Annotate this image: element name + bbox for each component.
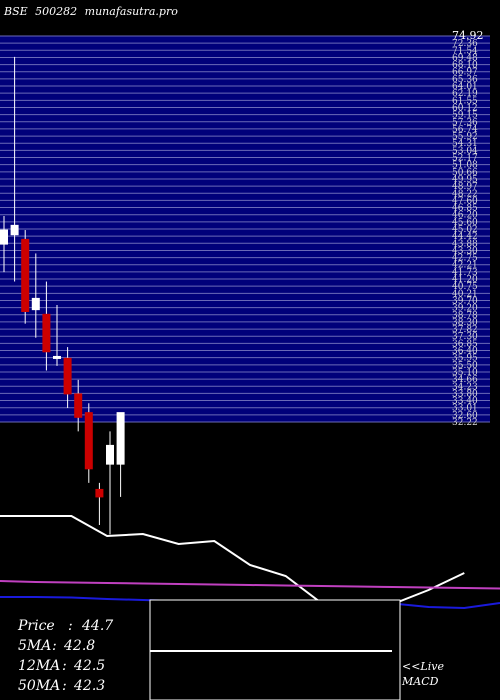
ma50-value: 42.3 — [73, 678, 105, 694]
exchange-label: BSE — [3, 5, 28, 18]
candlestick-series — [0, 56, 125, 535]
ma5-sep: : — [52, 638, 57, 654]
price-tick-label: 33.01 — [452, 404, 478, 414]
candle-body — [63, 357, 72, 395]
price-tick-label: 45.60 — [452, 218, 478, 228]
ma50-row: 50MA : 42.3 — [18, 678, 105, 694]
macd-label: MACD — [401, 675, 439, 688]
price-tick-label: 72.36 — [452, 39, 478, 49]
price-tick-label: 38.30 — [452, 318, 478, 328]
live-label: <<Live — [402, 660, 444, 673]
price-tick-label: 61.55 — [452, 96, 478, 106]
price-tick-label: 32.60 — [452, 411, 478, 421]
chart-title: BSE 500282 munafasutra.pro — [3, 5, 178, 18]
price-tick-label: 74.92 — [452, 29, 484, 42]
price-tick-label: 46.85 — [452, 204, 478, 214]
price-tick-label: 49.95 — [452, 175, 478, 185]
price-tick-label: 34.23 — [452, 382, 478, 392]
price-tick-label: 66.97 — [452, 68, 478, 78]
price-info: Price : 44.7 5MA : 42.8 12MA : 42.5 50MA… — [17, 618, 113, 694]
price-tick-label: 35.95 — [452, 354, 478, 364]
price-tick-label: 50.66 — [452, 168, 478, 178]
price-tick-label: 39.20 — [452, 304, 478, 314]
price-tick-label: 40.21 — [452, 289, 478, 299]
ma5-value: 42.8 — [63, 638, 95, 654]
price-tick-label: 46.20 — [452, 211, 478, 221]
price-tick-label: 41.20 — [452, 275, 478, 285]
price-tick-label: 55.92 — [452, 132, 478, 142]
candle-body — [21, 238, 30, 313]
price-tick-label: 39.70 — [452, 296, 478, 306]
price-tick-label: 51.08 — [452, 161, 478, 171]
price-tick-label: 42.75 — [452, 254, 478, 264]
price-tick-label: 57.36 — [452, 118, 478, 128]
price-tick-label: 43.30 — [452, 246, 478, 256]
price-tick-label: 33.40 — [452, 397, 478, 407]
price-tick-label: 48.97 — [452, 182, 478, 192]
price-tick-label: 38.78 — [452, 311, 478, 321]
price-tick-label: 69.48 — [452, 53, 478, 63]
candle-body — [116, 412, 125, 465]
price-tick-label: 48.22 — [452, 189, 478, 199]
macd-panel: <<Live MACD — [149, 599, 444, 700]
price-tick-label: 71.54 — [452, 46, 478, 56]
ma12-sep: : — [62, 658, 67, 674]
price-sep: : — [68, 618, 73, 634]
site-name: munafasutra.pro — [85, 5, 179, 18]
price-tick-label: 60.12 — [452, 103, 478, 113]
price-tick-label: 41.73 — [452, 268, 478, 278]
candle-body — [10, 224, 19, 236]
price-tick-label: 68.10 — [452, 61, 478, 71]
price-tick-label: 53.04 — [452, 146, 478, 156]
ma12-label: 12MA — [18, 658, 60, 674]
price-tick-label: 35.10 — [452, 368, 478, 378]
price-tick-label: 40.75 — [452, 282, 478, 292]
price-tick-label: 35.50 — [452, 361, 478, 371]
price-tick-label: 32.22 — [452, 418, 478, 428]
candle-body — [31, 297, 40, 311]
stock-code: 500282 — [35, 5, 77, 18]
ma50-label: 50MA — [18, 678, 60, 694]
candle-body — [84, 412, 93, 470]
candle-body — [74, 393, 83, 418]
price-tick-label: 37.82 — [452, 325, 478, 335]
price-tick-label: 42.21 — [452, 261, 478, 271]
price-tick-label: 62.19 — [452, 89, 478, 99]
price-tick-label: 54.31 — [452, 139, 478, 149]
price-tick-label: 59.15 — [452, 111, 478, 121]
ma5-row: 5MA : 42.8 — [18, 638, 95, 654]
price-tick-label: 34.66 — [452, 375, 478, 385]
price-tick-label: 37.30 — [452, 332, 478, 342]
price-row: Price : 44.7 — [17, 618, 113, 634]
ma12-row: 12MA : 42.5 — [18, 658, 105, 674]
price-tick-label: 43.88 — [452, 239, 478, 249]
candle-body — [106, 444, 114, 465]
price-tick-label: 36.85 — [452, 339, 478, 349]
price-tick-label: 47.60 — [452, 196, 478, 206]
price-band-area — [0, 35, 490, 423]
price-value: 44.7 — [81, 618, 113, 634]
price-tick-label: 33.80 — [452, 389, 478, 399]
ma12-value: 42.5 — [73, 658, 105, 674]
price-tick-label: 44.42 — [452, 232, 478, 242]
price-tick-label: 52.17 — [452, 154, 478, 164]
candle-body — [42, 313, 51, 353]
price-tick-label: 56.74 — [452, 125, 478, 135]
candle-body — [53, 355, 61, 359]
ma50-sep: : — [62, 678, 67, 694]
ma-line-series — [0, 580, 500, 590]
ma5-label: 5MA — [18, 638, 51, 654]
price-tick-label: 64.01 — [452, 82, 478, 92]
candle-body — [0, 229, 8, 245]
price-tick-label: 45.02 — [452, 225, 478, 235]
price-tick-label: 36.40 — [452, 347, 478, 357]
price-axis-labels: 74.9272.3671.5469.4868.1066.9765.3664.01… — [452, 29, 484, 428]
price-tick-label: 65.36 — [452, 75, 478, 85]
candle-body — [95, 488, 104, 498]
price-label: Price — [17, 618, 55, 634]
